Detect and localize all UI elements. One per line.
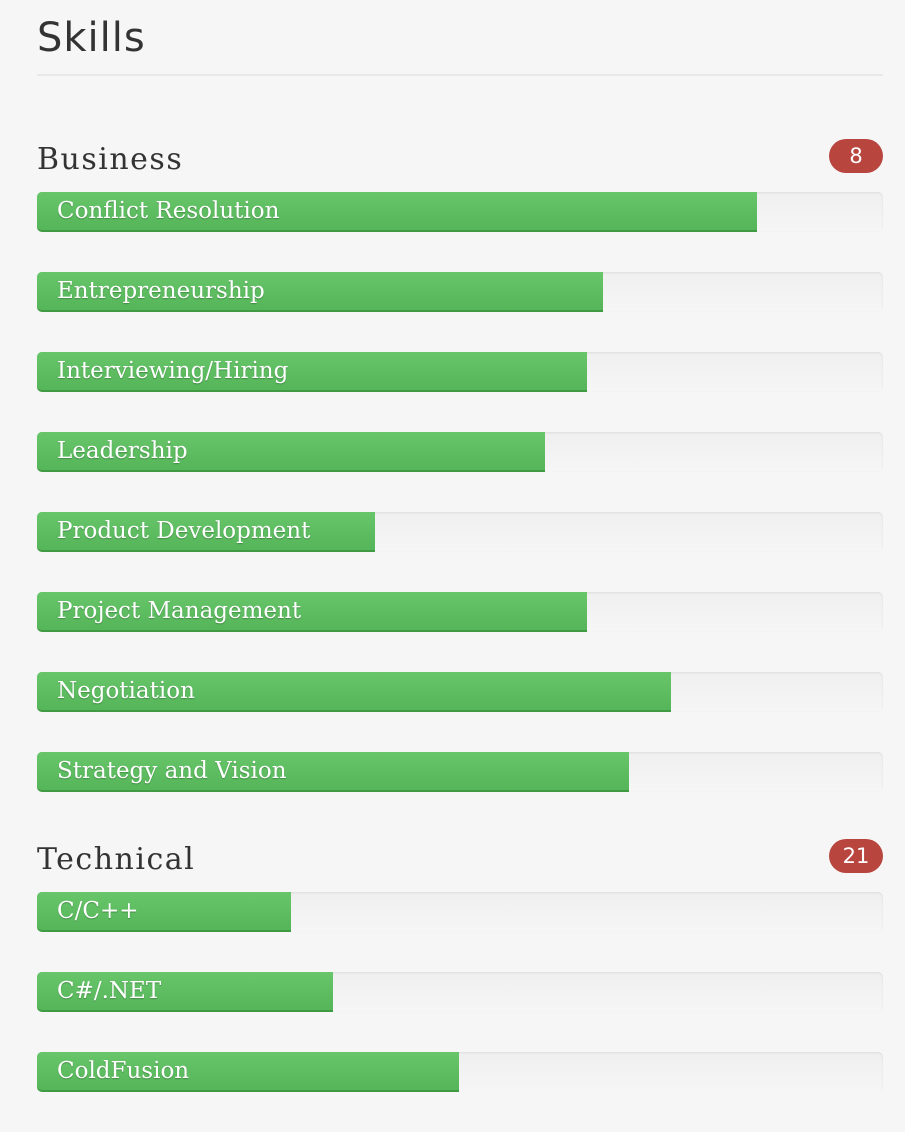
section-header: Business 8 — [37, 136, 883, 184]
skill-bar-fill — [37, 512, 375, 552]
skill-row: Interviewing/Hiring — [37, 352, 883, 392]
skill-row: C/C++ — [37, 892, 883, 932]
skill-label: Strategy and Vision — [57, 758, 287, 784]
skill-label: Entrepreneurship — [57, 278, 265, 304]
skill-bar-fill — [37, 272, 603, 312]
skill-bar-fill — [37, 432, 545, 472]
skill-bar-fill — [37, 352, 587, 392]
skill-bar-fill — [37, 592, 587, 632]
skill-bar-fill — [37, 1052, 459, 1092]
skill-list: C/C++ C#/.NET ColdFusion — [37, 892, 883, 1092]
skill-row: C#/.NET — [37, 972, 883, 1012]
skill-bar-fill — [37, 972, 333, 1012]
skill-label: Conflict Resolution — [57, 198, 280, 224]
skill-row: Project Management — [37, 592, 883, 632]
skill-list: Conflict Resolution Entrepreneurship Int… — [37, 192, 883, 792]
skill-bar-fill — [37, 192, 757, 232]
skill-label: Interviewing/Hiring — [57, 358, 289, 384]
count-badge: 8 — [829, 139, 883, 173]
page-title: Skills — [37, 15, 146, 61]
section-technical: Technical 21 C/C++ C#/.NET ColdFusion — [37, 836, 883, 1132]
skill-label: Product Development — [57, 518, 311, 544]
skill-label: Negotiation — [57, 678, 195, 704]
section-title: Technical — [37, 842, 196, 877]
section-title: Business — [37, 142, 184, 177]
skill-row: ColdFusion — [37, 1052, 883, 1092]
skill-row: Conflict Resolution — [37, 192, 883, 232]
skill-bar-fill — [37, 752, 629, 792]
skill-row: Leadership — [37, 432, 883, 472]
section-business: Business 8 Conflict Resolution Entrepren… — [37, 136, 883, 832]
skill-row: Negotiation — [37, 672, 883, 712]
skill-row: Entrepreneurship — [37, 272, 883, 312]
skill-label: Project Management — [57, 598, 302, 624]
skill-label: C/C++ — [57, 898, 139, 924]
skill-row: Product Development — [37, 512, 883, 552]
skill-label: ColdFusion — [57, 1058, 190, 1084]
skill-bar-fill — [37, 892, 291, 932]
title-divider — [37, 74, 883, 76]
section-header: Technical 21 — [37, 836, 883, 884]
skill-row: Strategy and Vision — [37, 752, 883, 792]
skill-label: Leadership — [57, 438, 188, 464]
skill-bar-fill — [37, 672, 671, 712]
count-badge: 21 — [829, 839, 883, 873]
skill-label: C#/.NET — [57, 978, 162, 1004]
